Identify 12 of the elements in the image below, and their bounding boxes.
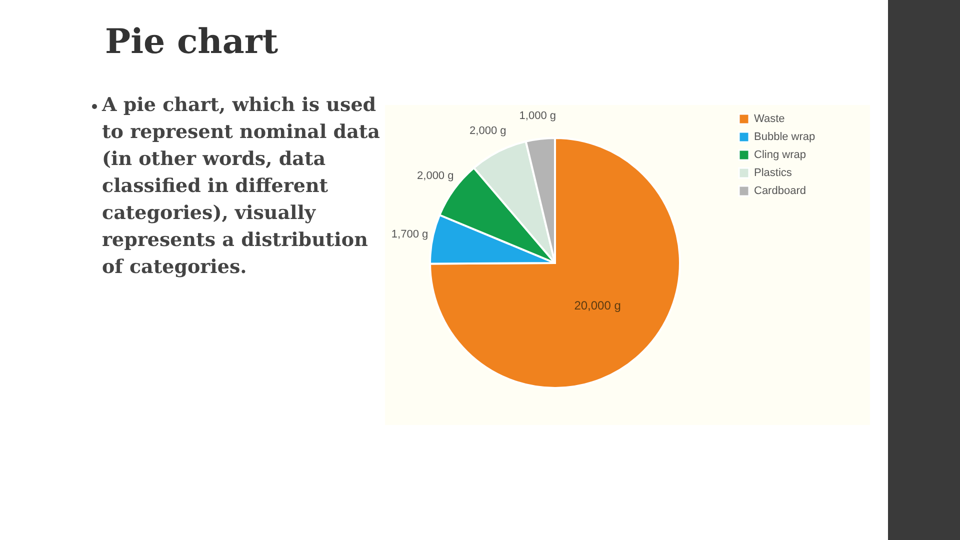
chart-title: Pie chart <box>105 22 278 62</box>
data-label: 20,000 g <box>574 298 621 312</box>
legend-label: Bubble wrap <box>754 131 816 143</box>
legend-label: Cardboard <box>754 185 806 197</box>
data-label: 1,000 g <box>519 110 556 122</box>
legend-label: Cling wrap <box>754 149 806 161</box>
data-label: 2,000 g <box>470 125 506 138</box>
legend-label: Plastics <box>754 167 792 179</box>
data-label: 2,000 g <box>417 170 454 182</box>
data-label: 1,700 g <box>391 228 428 240</box>
text: A pie chart, which is used to represent nominal data (in other words, data classified in different categories), visually represents a distribution of categories. <box>100 93 381 280</box>
legend-label: Waste <box>754 113 785 125</box>
